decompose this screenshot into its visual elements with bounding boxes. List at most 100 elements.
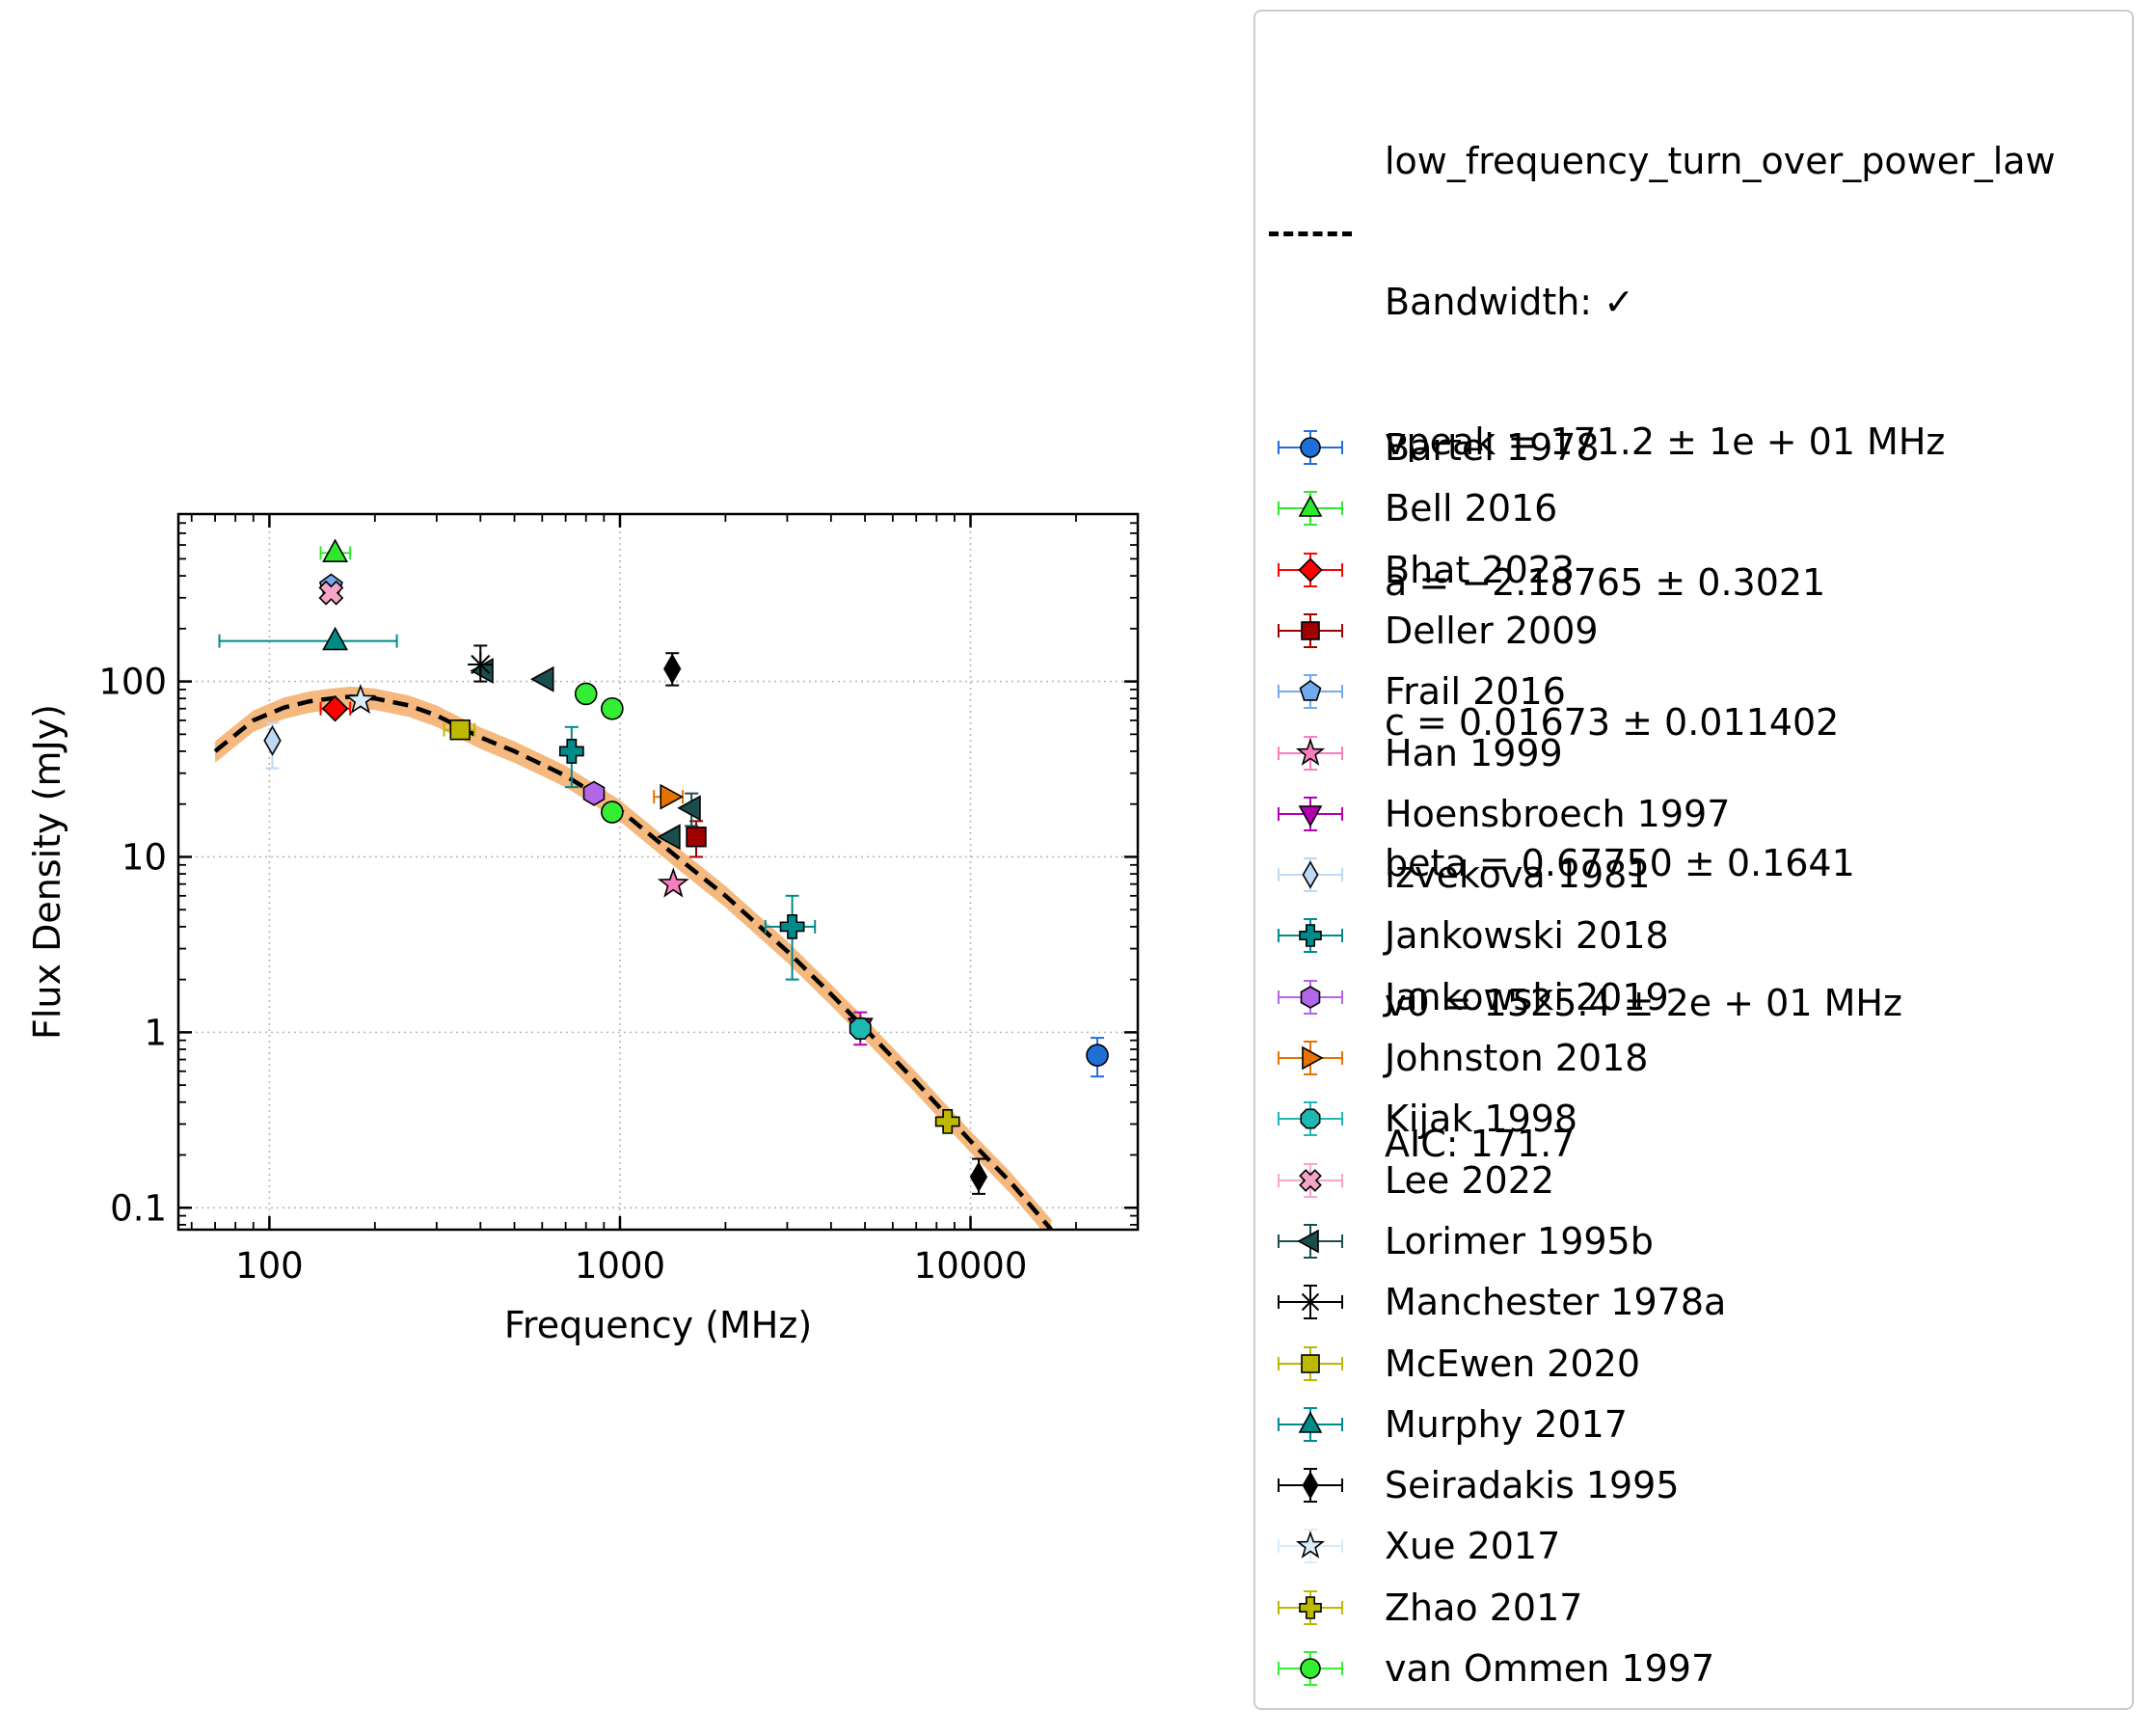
data-point	[318, 580, 344, 606]
legend-marker-shape	[1299, 924, 1322, 948]
legend-label: Lorimer 1995b	[1385, 1219, 1654, 1262]
data-point	[779, 913, 805, 939]
data-point	[663, 653, 682, 685]
legend-marker	[1269, 549, 1352, 591]
legend-marker	[1269, 1343, 1352, 1385]
legend-marker	[1269, 914, 1352, 957]
legend-label: van Ommen 1997	[1385, 1647, 1715, 1690]
legend-marker-shape	[1299, 1290, 1322, 1315]
data-point	[934, 1108, 960, 1134]
legend-marker-svg	[1278, 1651, 1343, 1686]
legend-label: Bartel 1978	[1385, 426, 1600, 469]
legend-marker-svg	[1278, 1041, 1343, 1075]
legend-label: Jankowski 2018	[1385, 914, 1669, 958]
data-points	[218, 538, 1109, 1195]
legend-label: Hoensbroech 1997	[1385, 792, 1731, 835]
fit-curve	[213, 693, 1054, 1230]
x-axis-label: Frequency (MHz)	[504, 1304, 812, 1346]
legend-marker	[1269, 1403, 1352, 1446]
fit-label-line: v0 = 1525.4 ± 2e + 01 MHz	[1385, 982, 1902, 1024]
legend-marker	[1269, 610, 1352, 652]
fit-band-area	[215, 686, 1052, 1230]
legend-marker-shape	[1300, 985, 1321, 1009]
series-bell-2016	[319, 538, 352, 562]
legend-marker	[1269, 793, 1352, 835]
y-axis-label: Flux Density (mJy)	[26, 704, 68, 1040]
legend-label: Johnston 2018	[1385, 1037, 1649, 1079]
legend-marker-svg	[1278, 979, 1343, 1015]
data-point	[601, 696, 624, 720]
legend-marker-shape	[1298, 1411, 1323, 1433]
legend-marker-svg	[1278, 796, 1343, 831]
data-point	[449, 719, 471, 741]
data-point	[657, 867, 689, 898]
y-tick-label: 1	[144, 1012, 167, 1053]
legend-label: Lee 2022	[1385, 1158, 1555, 1202]
legend-marker	[1269, 1220, 1352, 1262]
legend-marker-shape	[1299, 1595, 1322, 1619]
data-point	[468, 651, 494, 678]
legend-marker-shape	[1298, 495, 1323, 518]
legend-marker	[1269, 1159, 1352, 1202]
fit-label-line: Bandwidth: ✓	[1385, 280, 1635, 323]
y-tick-label: 10	[121, 836, 167, 878]
fit-legend-text: low_frequency_turn_over_power_law Bandwi…	[1385, 44, 2056, 1261]
legend-marker-shape	[1295, 737, 1326, 766]
legend-marker-shape	[1298, 804, 1323, 827]
legend-marker	[1269, 732, 1352, 774]
series-van-ommen-1997	[574, 682, 624, 824]
data-point	[677, 795, 701, 822]
legend-label: Frail 2016	[1385, 670, 1566, 714]
legend-label: Bhat 2023	[1385, 548, 1576, 591]
series-han-1999	[657, 867, 689, 898]
legend-marker	[1269, 1525, 1352, 1567]
data-point	[263, 725, 282, 756]
legend-marker-svg	[1278, 1285, 1343, 1320]
legend-marker-svg	[1278, 857, 1343, 893]
legend-marker	[1269, 426, 1352, 469]
data-point	[601, 800, 624, 824]
legend-marker	[1269, 1281, 1352, 1323]
legend-label: Izvekova 1981	[1385, 854, 1651, 897]
legend-marker	[1269, 1587, 1352, 1629]
y-tick-label: 100	[98, 662, 167, 703]
data-point	[660, 783, 684, 810]
legend-marker-svg	[1278, 1468, 1343, 1504]
series-izvekova-1981	[263, 721, 282, 770]
series-bartel-1978	[1086, 1037, 1109, 1078]
data-point	[322, 626, 349, 651]
legend-marker	[1269, 854, 1352, 896]
legend-label: McEwen 2020	[1385, 1342, 1641, 1385]
data-point	[344, 684, 377, 715]
legend-marker-svg	[1278, 1345, 1343, 1381]
fit-legend-dashed-line	[1269, 231, 1352, 236]
legend-label: Deller 2009	[1385, 609, 1599, 652]
legend-marker-shape	[1300, 437, 1321, 458]
x-tick-label: 10000	[914, 1245, 1028, 1287]
legend-label: Manchester 1978a	[1385, 1281, 1727, 1324]
legend-marker-shape	[1299, 1168, 1322, 1192]
legend-marker-shape	[1302, 1045, 1324, 1071]
legend-label: Jankowski 2019	[1385, 975, 1669, 1018]
legend-marker-svg	[1278, 1223, 1343, 1259]
data-point	[582, 780, 606, 806]
x-tick-label: 1000	[575, 1245, 665, 1287]
data-point	[530, 665, 554, 692]
data-point	[574, 682, 598, 706]
series-xue-2017	[344, 684, 377, 715]
legend-marker-svg	[1278, 735, 1343, 771]
legend-marker	[1269, 1647, 1352, 1690]
series-murphy-2017	[218, 626, 398, 651]
data-point	[558, 739, 584, 764]
fit-label-line: low_frequency_turn_over_power_law	[1385, 140, 2056, 182]
legend-marker-shape	[1295, 1531, 1326, 1560]
series-bhat-2023	[319, 694, 352, 722]
legend-marker-svg	[1278, 612, 1343, 648]
legend-marker-shape	[1300, 1108, 1321, 1129]
legend-marker	[1269, 670, 1352, 713]
y-tick-label: 0.1	[110, 1187, 167, 1229]
legend-marker-shape	[1301, 621, 1320, 640]
fit-line	[213, 693, 1054, 1230]
fit-label-line: vpeak = 171.2 ± 1e + 01 MHz	[1385, 420, 1946, 463]
